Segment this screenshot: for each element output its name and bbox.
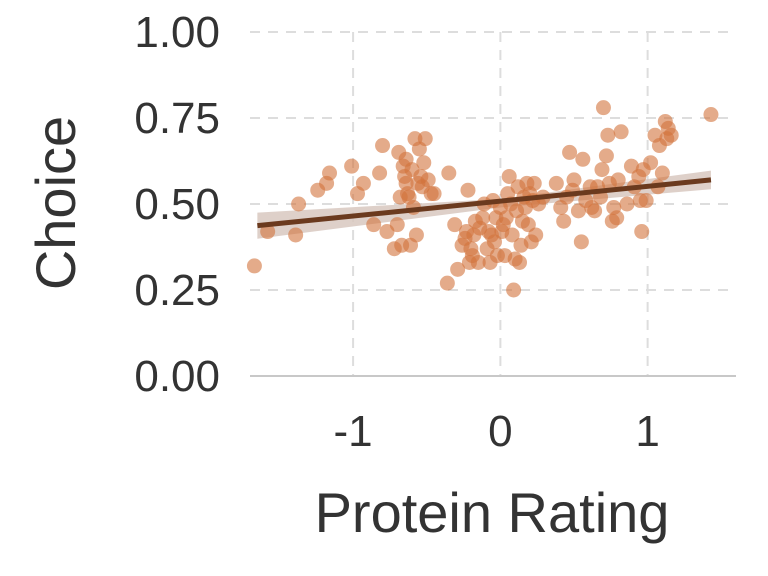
data-point	[575, 152, 590, 167]
y-tick-label: 0.50	[134, 180, 220, 229]
data-point	[372, 166, 387, 181]
data-point	[620, 197, 635, 212]
data-point	[291, 197, 306, 212]
y-tick-label: 1.00	[134, 8, 220, 57]
data-point	[556, 214, 571, 229]
data-point	[596, 100, 611, 115]
data-point	[594, 162, 609, 177]
data-point	[460, 183, 475, 198]
data-point	[506, 283, 521, 298]
x-axis-title: Protein Rating	[315, 481, 670, 544]
data-point	[587, 203, 602, 218]
x-tick-label: -1	[334, 407, 373, 456]
data-point	[655, 166, 670, 181]
data-point	[344, 159, 359, 174]
data-point	[611, 172, 626, 187]
data-point	[528, 227, 543, 242]
data-point	[614, 124, 629, 139]
data-point	[416, 155, 431, 170]
data-point	[567, 172, 582, 187]
x-tick-label: 1	[635, 407, 659, 456]
x-tick-labels: -1 0 1	[334, 407, 660, 456]
data-point	[599, 148, 614, 163]
data-point	[634, 224, 649, 239]
data-point	[366, 217, 381, 232]
data-point	[562, 145, 577, 160]
data-point	[600, 128, 615, 143]
data-point	[440, 276, 455, 291]
x-tick-label: 0	[488, 407, 512, 456]
data-point	[512, 255, 527, 270]
data-point	[475, 210, 490, 225]
data-point	[288, 227, 303, 242]
data-point	[703, 107, 718, 122]
data-point	[418, 131, 433, 146]
data-point	[664, 128, 679, 143]
data-point	[421, 172, 436, 187]
y-tick-label: 0.00	[134, 352, 220, 401]
data-point	[441, 166, 456, 181]
data-point	[322, 166, 337, 181]
y-axis-title: Choice	[24, 116, 87, 290]
data-point	[390, 217, 405, 232]
y-tick-labels: 0.00 0.25 0.50 0.75 1.00	[134, 8, 220, 401]
data-point	[247, 258, 262, 273]
data-point	[574, 234, 589, 249]
data-point	[639, 193, 654, 208]
y-tick-label: 0.25	[134, 266, 220, 315]
data-point	[643, 155, 658, 170]
data-point	[549, 176, 564, 191]
data-point	[375, 138, 390, 153]
data-point	[527, 176, 542, 191]
data-point	[409, 227, 424, 242]
y-tick-label: 0.75	[134, 94, 220, 143]
data-point	[427, 186, 442, 201]
data-point	[609, 210, 624, 225]
data-point	[356, 176, 371, 191]
